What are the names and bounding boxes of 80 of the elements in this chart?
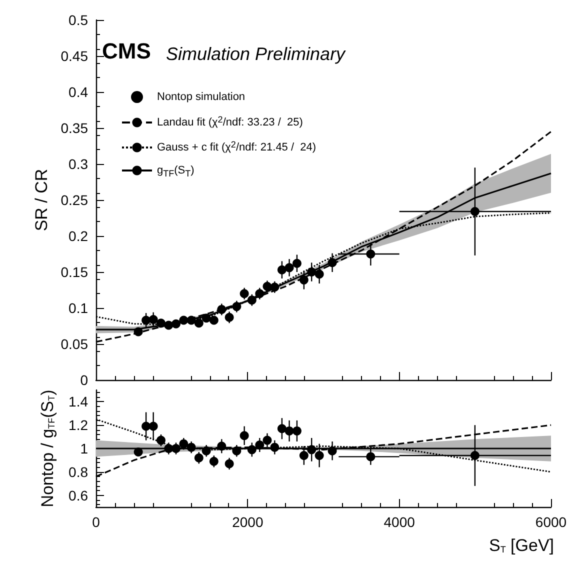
point [270, 442, 280, 452]
point [328, 258, 337, 268]
point [307, 445, 316, 454]
point [292, 258, 302, 268]
point [262, 436, 272, 445]
y-tick-label: 0.4 [68, 84, 88, 100]
point [366, 452, 376, 462]
point [164, 320, 174, 330]
point [299, 451, 308, 460]
point [179, 439, 188, 448]
point [270, 282, 280, 292]
y-tick-label: 0.45 [60, 48, 88, 64]
point [148, 315, 158, 324]
point [217, 442, 226, 451]
y-tick-label: 1.4 [68, 394, 88, 410]
y-axis-title: Nontop / gTF(ST) [38, 390, 57, 508]
point [247, 445, 256, 454]
y-tick-label: 0 [80, 372, 88, 388]
point [172, 444, 181, 453]
point [240, 289, 249, 298]
y-tick-label: 0.05 [60, 336, 88, 352]
point [366, 250, 376, 258]
point [277, 424, 286, 434]
point [255, 440, 264, 450]
point [224, 459, 234, 468]
point [284, 263, 294, 272]
point [314, 451, 324, 460]
point [232, 446, 242, 456]
point [194, 453, 204, 462]
annotation: Simulation Preliminary [166, 44, 346, 64]
point [209, 316, 218, 325]
x-tick-label: 2000 [232, 514, 264, 530]
y-tick-label: 0.2 [68, 228, 88, 244]
x-tick-label: 6000 [535, 514, 567, 530]
point [240, 431, 249, 440]
y-tick-label: 0.35 [60, 120, 88, 136]
x-axis-title: ST [GeV] [489, 536, 554, 555]
point [156, 436, 166, 445]
point [307, 268, 316, 276]
point [314, 270, 324, 279]
point [292, 426, 302, 436]
y-tick-label: 0.15 [60, 264, 88, 280]
point [186, 316, 196, 325]
annotation: CMS [102, 38, 151, 64]
point [255, 289, 264, 298]
point [277, 265, 286, 274]
y-tick-label: 1 [80, 440, 88, 456]
point [134, 327, 143, 336]
point [134, 448, 143, 457]
point [470, 451, 480, 460]
point [202, 446, 211, 456]
point [217, 304, 226, 314]
point [232, 302, 242, 312]
point [156, 318, 166, 328]
point [299, 275, 308, 284]
y-axis-title: SR / CR [32, 168, 51, 232]
point [148, 422, 158, 431]
point [172, 319, 181, 328]
point [186, 442, 196, 452]
point [224, 312, 234, 322]
point [209, 456, 218, 466]
point [262, 282, 272, 291]
point [164, 444, 174, 453]
y-tick-label: 0.25 [60, 192, 88, 208]
point [194, 318, 204, 328]
point [202, 314, 211, 323]
y-tick-label: 0.3 [68, 156, 88, 172]
y-tick-label: 0.1 [68, 300, 88, 316]
point [328, 446, 337, 456]
y-tick-label: 1.2 [68, 417, 88, 434]
x-tick-label: 4000 [384, 514, 416, 530]
point [247, 296, 256, 305]
y-tick-label: 0.5 [68, 12, 88, 28]
legend-label: Nontop simulation [157, 91, 246, 103]
y-tick-label: 0.6 [68, 487, 88, 504]
point [470, 207, 480, 216]
x-tick-label: 0 [92, 514, 100, 530]
point [284, 426, 294, 436]
point [179, 316, 188, 325]
y-tick-label: 0.8 [68, 464, 88, 480]
